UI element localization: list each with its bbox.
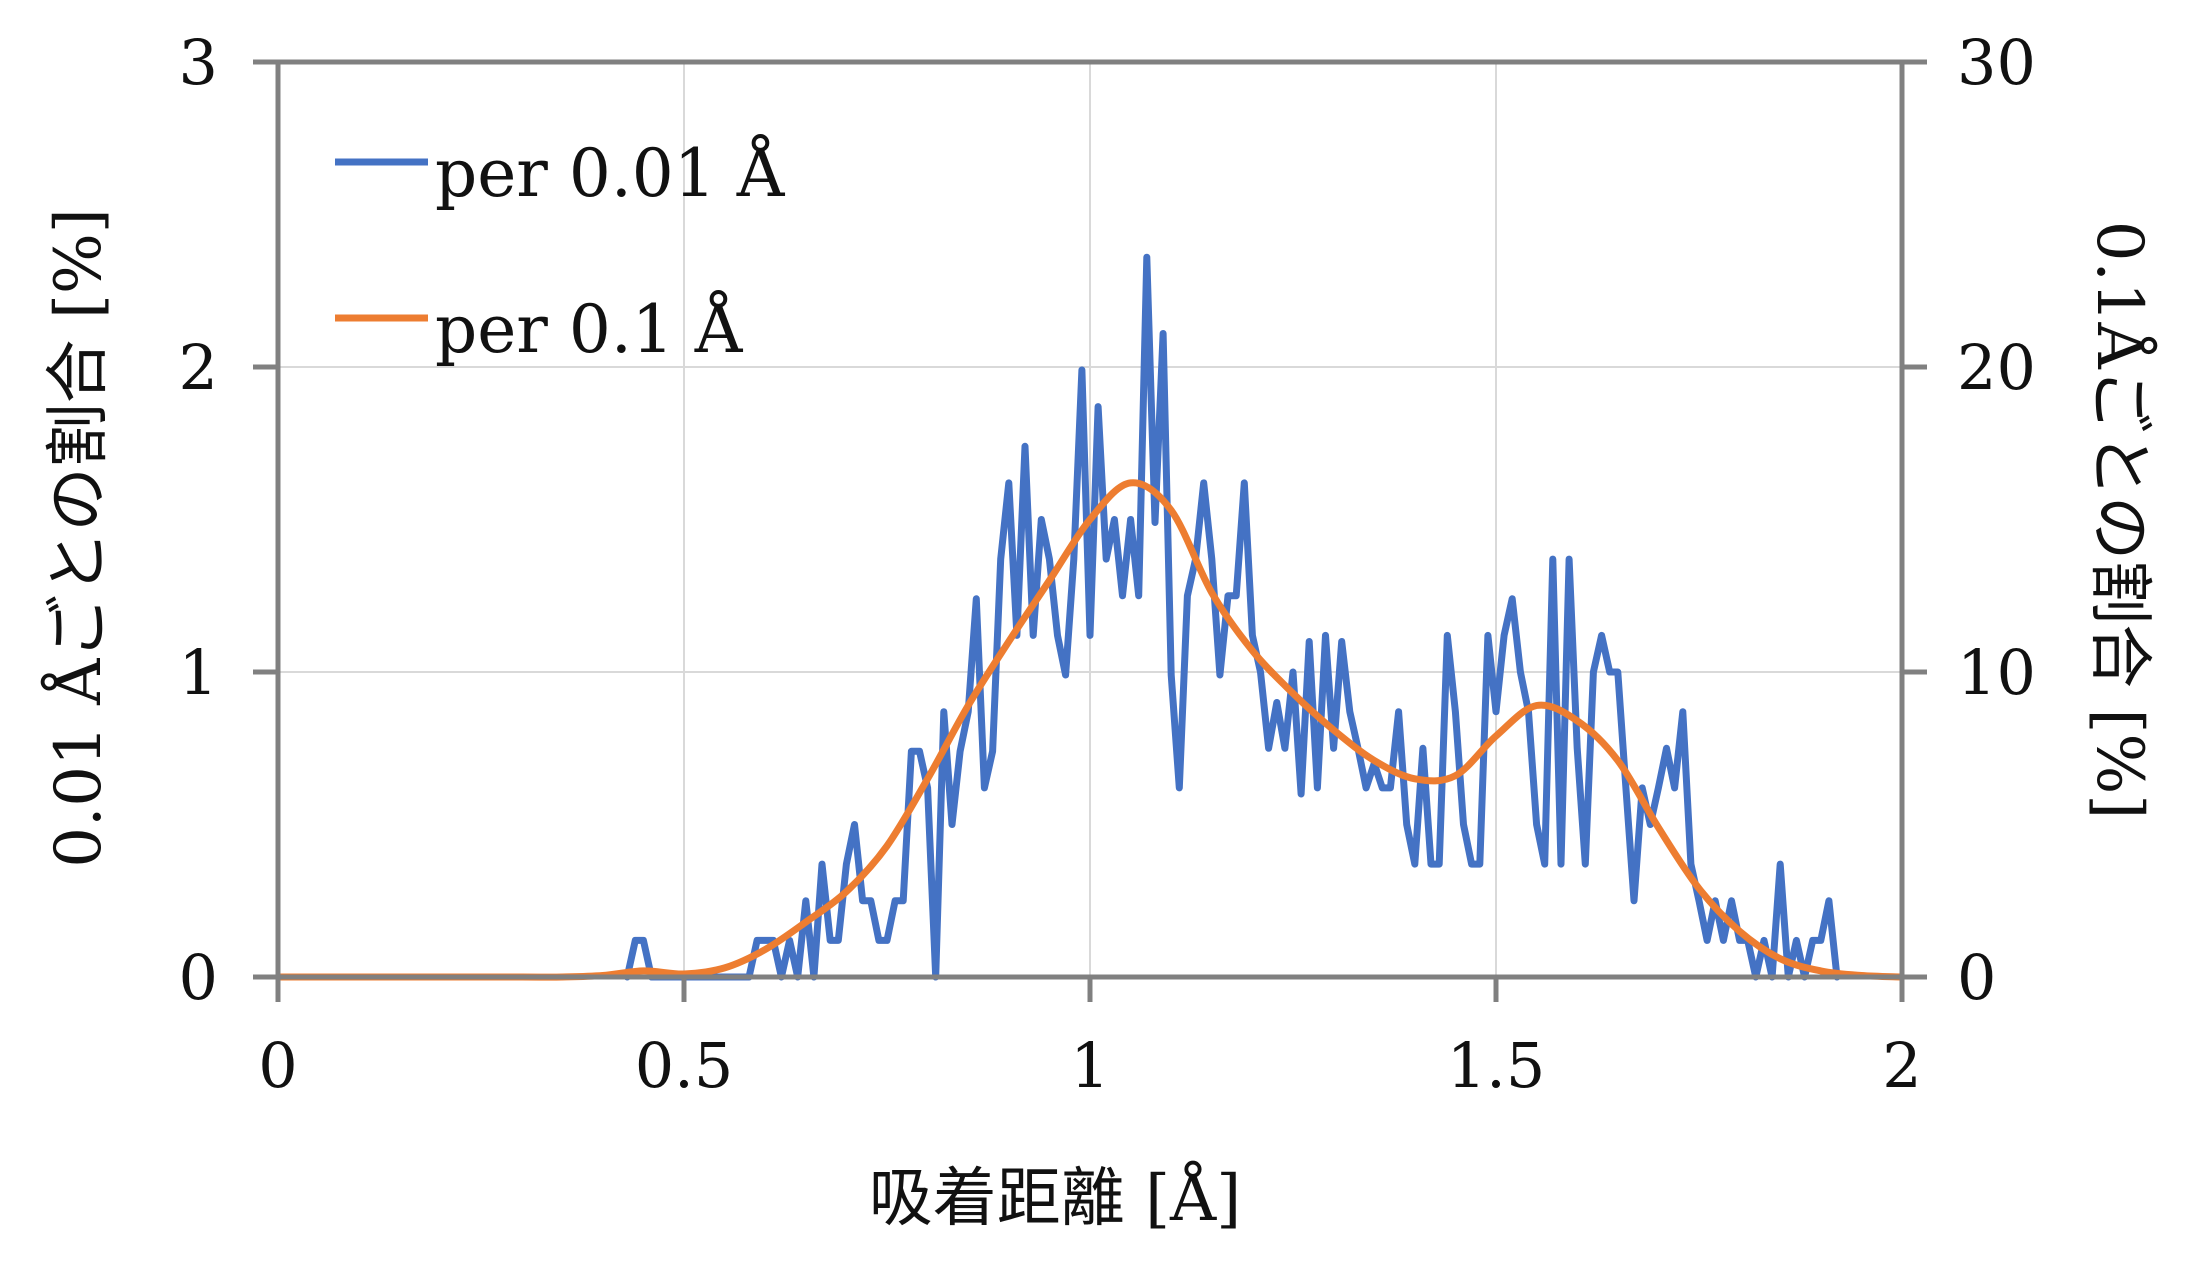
legend-label-per-0-1: per 0.1 Å: [435, 291, 744, 368]
legend: per 0.01 Å per 0.1 Å: [335, 135, 786, 368]
axes: [253, 59, 1927, 1002]
series-line-1: [274, 479, 1906, 981]
series-layer: [274, 253, 1906, 981]
legend-label-per-0-01: per 0.01 Å: [435, 135, 786, 212]
x-tick-label-2: 1: [1070, 1029, 1109, 1102]
y-right-tick-label-0: 0: [1957, 941, 1996, 1014]
y-left-tick-label-2: 2: [179, 331, 218, 404]
series-line-0: [623, 253, 1841, 981]
y-left-tick-label-3: 3: [179, 26, 218, 99]
y-axis-left-title: 0.01 Åごとの割合 [%]: [41, 208, 116, 868]
y-left-tick-label-0: 0: [179, 941, 218, 1014]
y-left-tick-label-1: 1: [179, 636, 218, 709]
x-axis-title: 吸着距離 [Å]: [869, 1161, 1242, 1236]
y-right-tick-label-1: 10: [1957, 636, 2036, 709]
y-right-tick-label-2: 20: [1957, 331, 2036, 404]
x-tick-label-4: 2: [1882, 1029, 1921, 1102]
grid: [278, 62, 1902, 977]
x-tick-label-3: 1.5: [1447, 1029, 1546, 1102]
x-tick-label-0: 0: [258, 1029, 297, 1102]
x-tick-label-1: 0.5: [635, 1029, 734, 1102]
y-right-tick-label-3: 30: [1957, 26, 2036, 99]
y-axis-right-title: 0.1Åごとの割合 [%]: [2082, 221, 2157, 819]
